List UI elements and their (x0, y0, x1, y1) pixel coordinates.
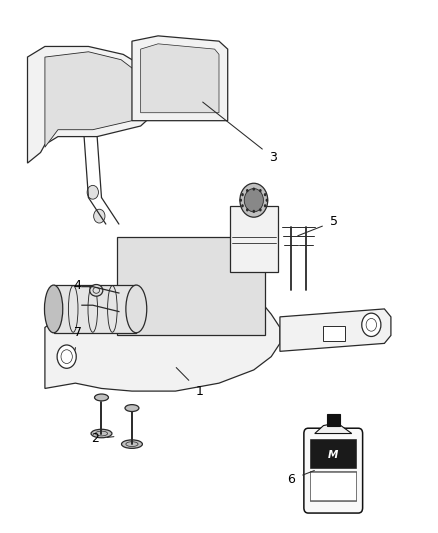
Bar (53, 285, 136, 333)
Text: 3: 3 (203, 102, 277, 164)
Text: 2: 2 (91, 432, 114, 446)
Circle shape (253, 188, 255, 191)
Text: 4: 4 (74, 279, 91, 292)
Circle shape (87, 185, 99, 199)
Bar (327, 414, 340, 425)
Circle shape (57, 345, 76, 368)
Circle shape (241, 204, 244, 207)
Ellipse shape (95, 394, 109, 401)
Text: 5: 5 (298, 215, 338, 236)
Circle shape (362, 313, 381, 336)
Polygon shape (280, 309, 391, 351)
Polygon shape (45, 52, 147, 147)
Polygon shape (28, 46, 158, 163)
Circle shape (240, 199, 242, 202)
FancyBboxPatch shape (117, 237, 265, 335)
Polygon shape (315, 423, 352, 433)
Text: 7: 7 (74, 326, 81, 350)
Circle shape (244, 189, 263, 212)
Polygon shape (45, 293, 280, 391)
Bar (311, 471, 356, 502)
Text: 6: 6 (287, 471, 314, 486)
Circle shape (264, 204, 266, 207)
Polygon shape (132, 36, 228, 120)
Ellipse shape (125, 405, 139, 411)
Circle shape (264, 193, 266, 196)
Ellipse shape (91, 429, 112, 438)
Ellipse shape (126, 285, 147, 333)
Bar (311, 439, 356, 468)
Circle shape (240, 183, 268, 217)
FancyBboxPatch shape (304, 428, 363, 513)
Circle shape (366, 318, 377, 331)
Circle shape (61, 350, 72, 364)
Text: 1: 1 (176, 368, 203, 398)
Circle shape (94, 209, 105, 223)
Polygon shape (141, 44, 219, 113)
Bar (323, 326, 345, 341)
Circle shape (246, 208, 249, 212)
Circle shape (265, 199, 268, 202)
Ellipse shape (45, 285, 63, 333)
FancyBboxPatch shape (230, 206, 278, 272)
Circle shape (259, 208, 261, 212)
Ellipse shape (121, 440, 142, 448)
Circle shape (253, 210, 255, 213)
Ellipse shape (90, 285, 103, 296)
Circle shape (259, 189, 261, 192)
Circle shape (246, 189, 249, 192)
Circle shape (241, 193, 244, 196)
Text: M: M (328, 450, 338, 460)
